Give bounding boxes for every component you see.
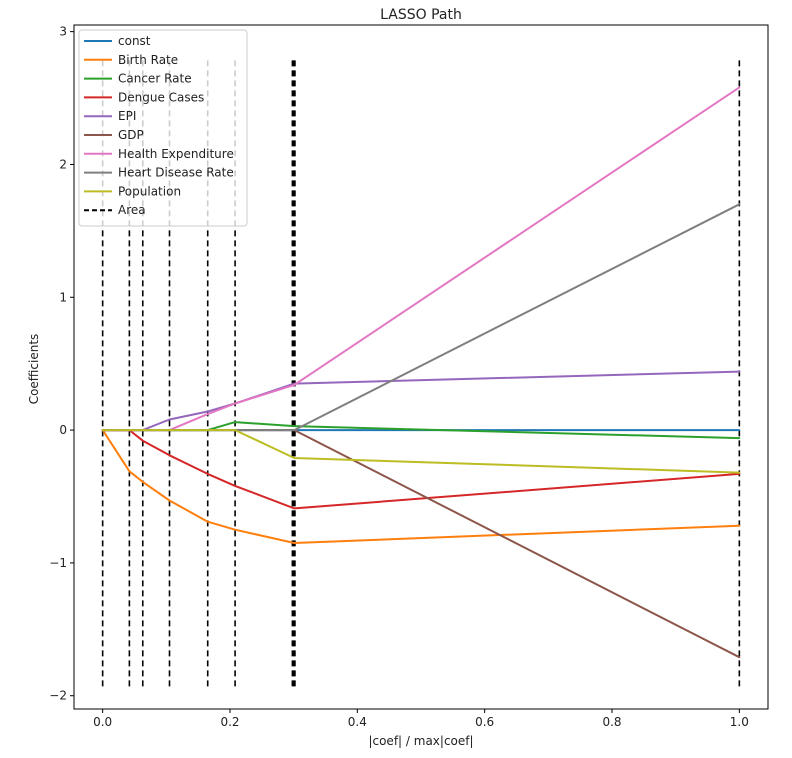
y-tick-label: 0: [59, 423, 67, 437]
x-tick-label: 0.6: [475, 715, 494, 729]
y-axis-label: Coefficients: [27, 334, 41, 405]
legend-label: Population: [118, 184, 181, 198]
series-line-epi: [101, 370, 741, 432]
series-line-gdp: [101, 429, 741, 659]
y-tick-label: −1: [49, 556, 67, 570]
x-tick-label: 0.0: [93, 715, 112, 729]
legend-label: EPI: [118, 109, 136, 123]
y-axis: −2 −1 0 1 2 3: [49, 25, 74, 703]
legend-label: Cancer Rate: [118, 72, 192, 86]
series-line-birth-rate: [101, 429, 741, 544]
series-line-population: [101, 429, 741, 474]
x-axis-label: |coef| / max|coef|: [368, 734, 473, 748]
legend-label: Birth Rate: [118, 53, 178, 67]
legend-label: Dengue Cases: [118, 90, 204, 104]
legend-label: GDP: [118, 128, 144, 142]
axes-frame: [73, 24, 769, 710]
x-axis: 0.0 0.2 0.4 0.6 0.8 1.0: [93, 709, 749, 729]
y-tick-label: 3: [59, 25, 67, 39]
x-tick-label: 0.2: [220, 715, 239, 729]
legend-label: const: [118, 34, 151, 48]
x-tick-label: 0.8: [602, 715, 621, 729]
series-line-dengue-cases: [101, 429, 741, 510]
y-tick-label: −2: [49, 689, 67, 703]
legend: const Birth Rate Cancer Rate Dengue Cases EP…: [78, 29, 248, 227]
x-tick-label: 0.4: [348, 715, 367, 729]
legend-label: Heart Disease Rate: [118, 166, 234, 180]
chart-title: LASSO Path: [380, 7, 462, 23]
y-tick-label: 2: [59, 157, 67, 171]
x-tick-label: 1.0: [730, 715, 749, 729]
y-tick-label: 1: [59, 290, 67, 304]
legend-box: [78, 29, 248, 227]
legend-label: Area: [118, 203, 146, 217]
legend-label: Health Expenditure: [118, 147, 234, 161]
series-line-heart-disease-rate: [101, 203, 741, 432]
plot-area: [73, 24, 769, 710]
